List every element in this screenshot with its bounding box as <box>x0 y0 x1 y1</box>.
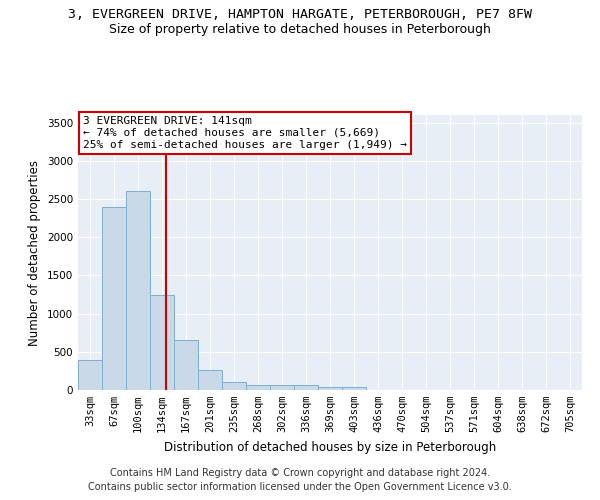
Bar <box>246 386 270 390</box>
Text: Contains public sector information licensed under the Open Government Licence v3: Contains public sector information licen… <box>88 482 512 492</box>
Bar <box>342 387 366 390</box>
Y-axis label: Number of detached properties: Number of detached properties <box>28 160 41 346</box>
Bar <box>294 386 318 390</box>
Text: Contains HM Land Registry data © Crown copyright and database right 2024.: Contains HM Land Registry data © Crown c… <box>110 468 490 477</box>
Bar <box>126 192 150 390</box>
X-axis label: Distribution of detached houses by size in Peterborough: Distribution of detached houses by size … <box>164 440 496 454</box>
Text: 3, EVERGREEN DRIVE, HAMPTON HARGATE, PETERBOROUGH, PE7 8FW: 3, EVERGREEN DRIVE, HAMPTON HARGATE, PET… <box>68 8 532 20</box>
Bar <box>270 386 294 390</box>
Bar <box>78 360 102 390</box>
Bar <box>222 382 246 390</box>
Bar <box>318 387 342 390</box>
Text: Size of property relative to detached houses in Peterborough: Size of property relative to detached ho… <box>109 22 491 36</box>
Bar <box>174 340 198 390</box>
Bar <box>150 294 174 390</box>
Bar <box>102 206 126 390</box>
Text: 3 EVERGREEN DRIVE: 141sqm
← 74% of detached houses are smaller (5,669)
25% of se: 3 EVERGREEN DRIVE: 141sqm ← 74% of detac… <box>83 116 407 150</box>
Bar <box>198 370 222 390</box>
